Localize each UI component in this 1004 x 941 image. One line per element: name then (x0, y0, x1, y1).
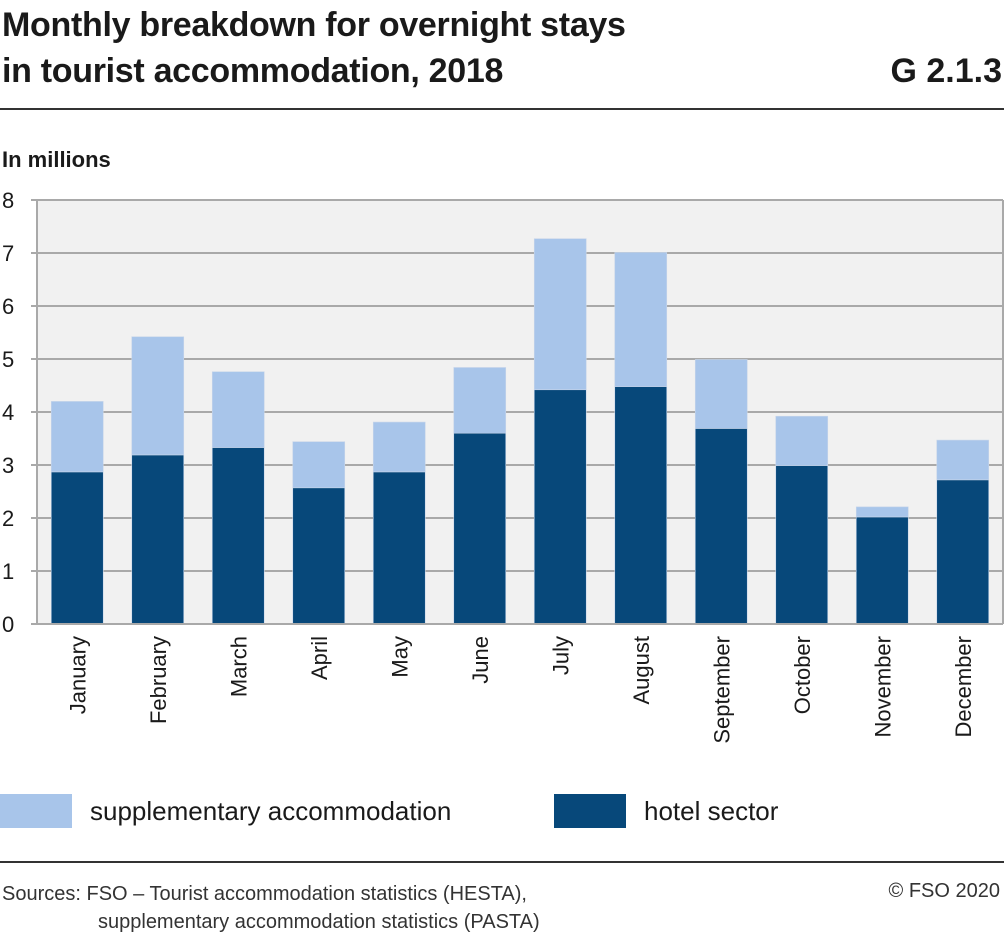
bar-hotel-sector-may (372, 471, 426, 625)
bar-supplementary-accommodation-october (775, 415, 829, 466)
legend-label: hotel sector (644, 795, 779, 826)
bar-hotel-sector-september (694, 428, 748, 625)
legend-label: supplementary accommodation (90, 795, 452, 826)
x-tick-label: August (629, 636, 654, 705)
chart-title: Monthly breakdown for overnight stays in… (2, 2, 626, 94)
bar-hotel-sector-december (936, 479, 990, 625)
bar-hotel-sector-april (292, 487, 346, 625)
bar-supplementary-accommodation-august (614, 252, 668, 387)
x-tick-label: December (951, 636, 976, 737)
title-line-1: Monthly breakdown for overnight stays (2, 6, 626, 44)
bar-chart: 0 1 2 3 4 5 6 7 8 January February March April May Jun… (2, 188, 1004, 744)
x-tick-label: November (870, 636, 895, 737)
y-tick-label: 6 (2, 294, 14, 319)
bar-hotel-sector-october (775, 465, 829, 625)
bar-hotel-sector-march (211, 447, 265, 625)
y-tick-label: 5 (2, 347, 14, 372)
legend-item-hotel: hotel sector (554, 794, 778, 828)
x-tick-label: March (226, 636, 251, 697)
x-tick-label: July (548, 636, 573, 675)
bar-supplementary-accommodation-may (372, 421, 426, 473)
bar-supplementary-accommodation-june (453, 367, 507, 434)
legend-item-supplementary: supplementary accommodation (0, 794, 451, 828)
sources: Sources: FSO – Tourist accommodation sta… (2, 880, 540, 936)
bar-supplementary-accommodation-july (533, 238, 587, 391)
title-line-2: in tourist accommodation, 2018 (2, 52, 504, 90)
legend-swatch-supplementary (0, 794, 72, 828)
x-tick-label: September (709, 636, 734, 744)
y-tick-label: 3 (2, 453, 14, 478)
bar-supplementary-accommodation-september (694, 359, 748, 429)
bar-supplementary-accommodation-february (131, 336, 185, 456)
y-tick-label: 0 (2, 612, 14, 637)
top-divider (0, 108, 1004, 110)
bar-supplementary-accommodation-november (855, 506, 909, 518)
x-tick-label: April (307, 636, 332, 680)
y-axis-label: In millions (2, 147, 111, 172)
bar-supplementary-accommodation-april (292, 441, 346, 489)
y-tick-label: 1 (2, 559, 14, 584)
y-tick-label: 4 (2, 400, 14, 425)
bar-hotel-sector-july (533, 389, 587, 625)
sources-line-1: Sources: FSO – Tourist accommodation sta… (2, 883, 527, 905)
x-tick-label: June (468, 636, 493, 684)
sources-line-2: supplementary accommodation statistics (… (98, 911, 540, 933)
x-tick-label: January (65, 636, 90, 714)
y-tick-label: 2 (2, 506, 14, 531)
x-tick-label: February (146, 636, 171, 724)
bar-supplementary-accommodation-december (936, 439, 990, 481)
x-tick-label: May (387, 636, 412, 678)
bar-hotel-sector-august (614, 386, 668, 625)
y-tick-label: 7 (2, 241, 14, 266)
chart-code: G 2.1.3 (890, 52, 1002, 90)
legend-swatch-hotel (554, 794, 626, 828)
bar-hotel-sector-january (50, 471, 104, 625)
y-tick-label: 8 (2, 188, 14, 213)
bar-hotel-sector-february (131, 454, 185, 625)
bottom-divider (0, 861, 1004, 863)
bar-supplementary-accommodation-january (50, 401, 104, 473)
bar-hotel-sector-november (855, 516, 909, 625)
x-tick-label: October (790, 636, 815, 714)
bar-supplementary-accommodation-march (211, 371, 265, 448)
bar-hotel-sector-june (453, 432, 507, 625)
copyright: © FSO 2020 (888, 880, 1000, 902)
